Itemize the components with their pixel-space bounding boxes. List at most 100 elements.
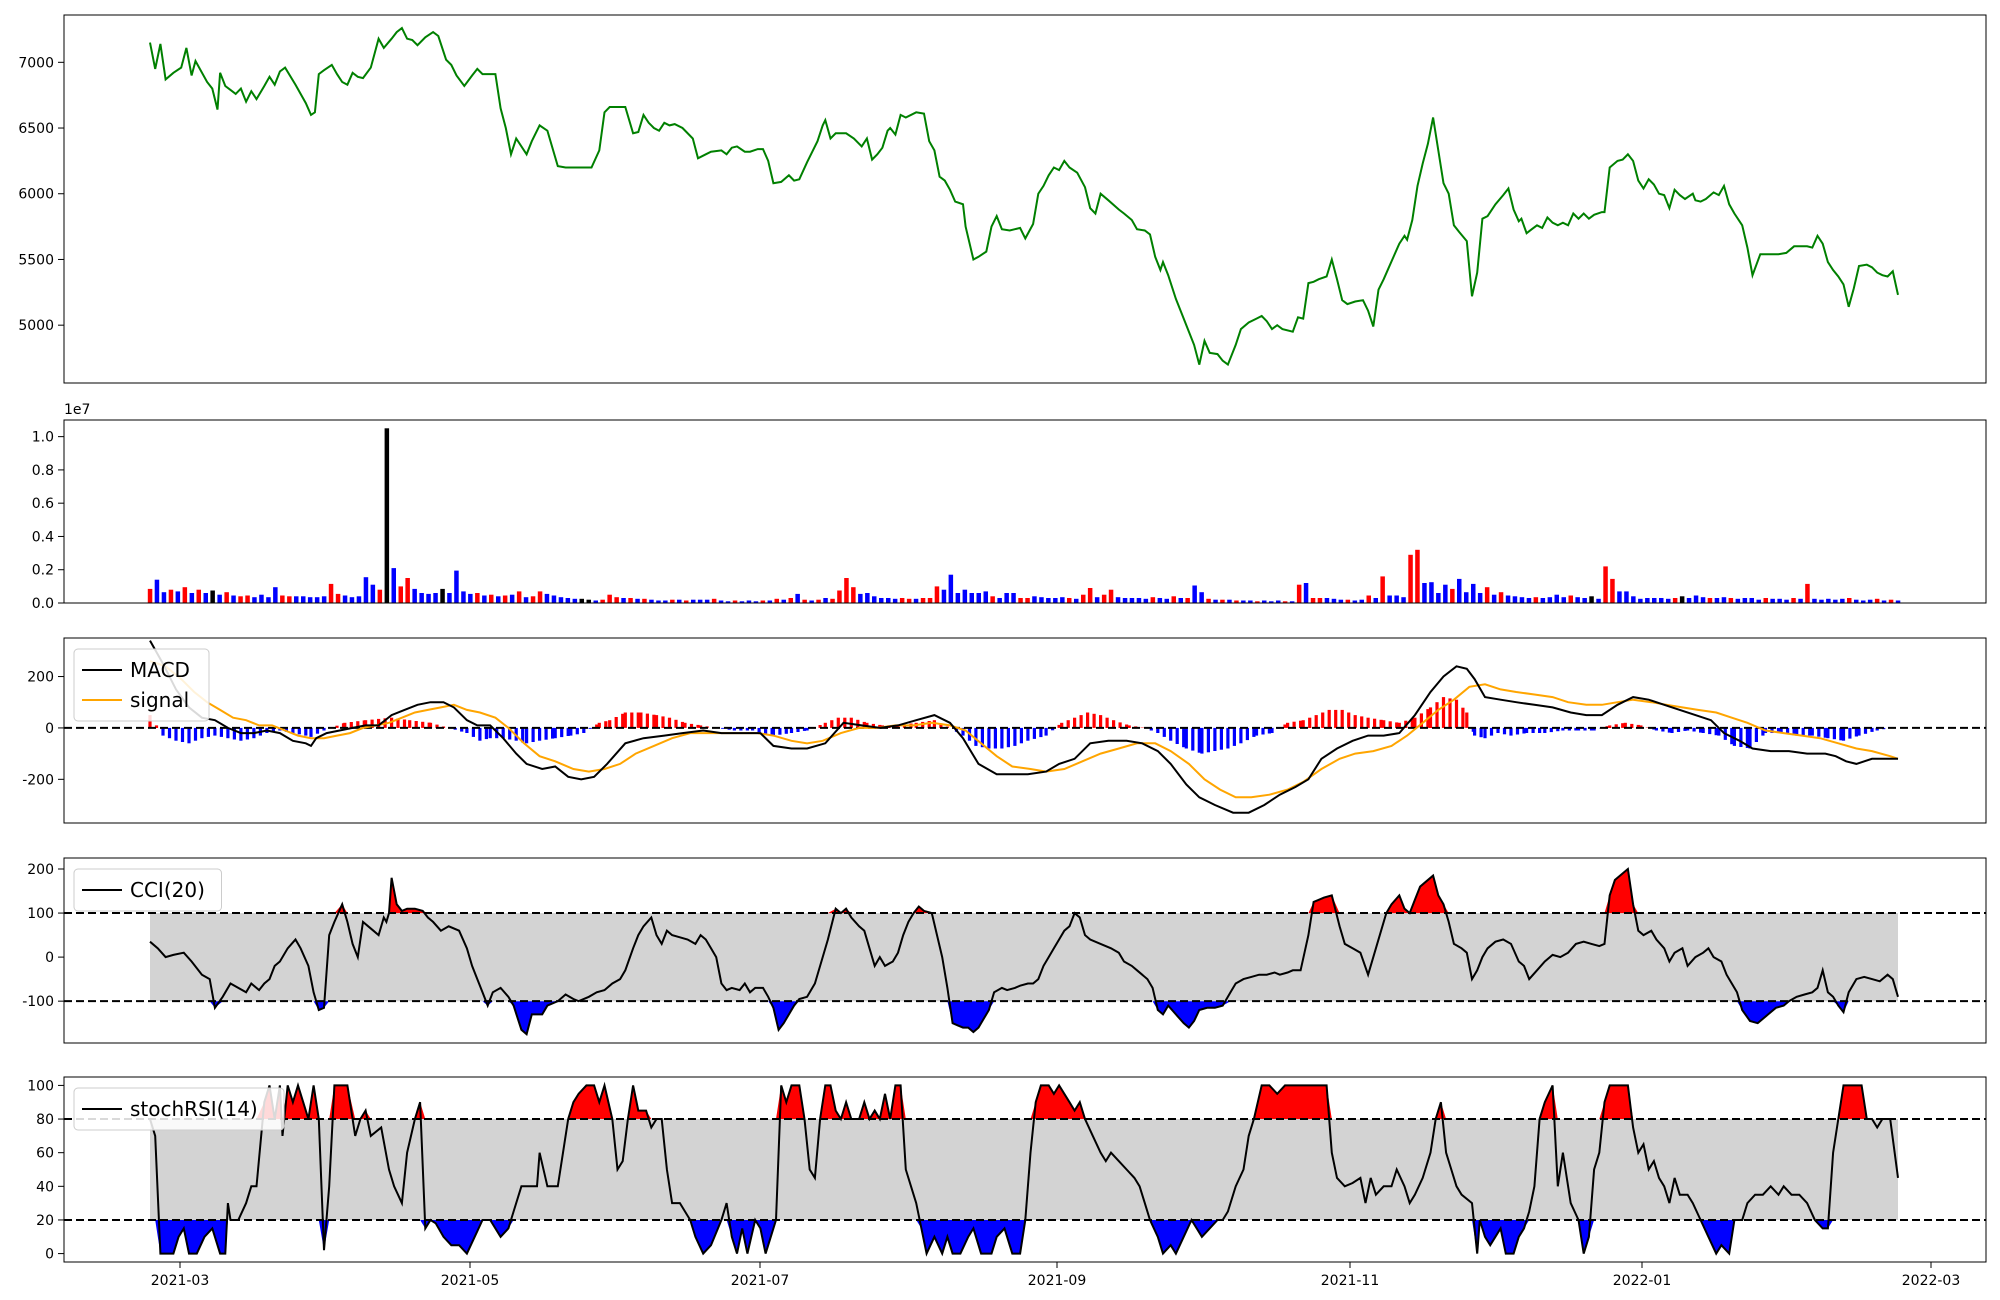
macd-histogram-bar (980, 727, 984, 748)
macd-histogram-bar (1654, 727, 1658, 731)
volume-bar (725, 601, 731, 603)
y-tick-label: 1.0 (32, 430, 54, 446)
macd-histogram-bar (1239, 727, 1243, 744)
volume-bar (1366, 595, 1371, 603)
volume-bar (767, 600, 773, 603)
macd-histogram-bar (1428, 707, 1433, 728)
macd-histogram-bar (896, 725, 900, 728)
macd-histogram-bar (680, 721, 685, 728)
macd-histogram-bar (751, 727, 755, 731)
volume-bar (1241, 600, 1246, 603)
volume-bar (1575, 597, 1580, 603)
macd-histogram-bar (1013, 727, 1017, 746)
volume-bar (1617, 591, 1622, 603)
macd-histogram-bar (1388, 721, 1392, 728)
volume-bar (1819, 599, 1824, 603)
volume-bar (886, 598, 891, 603)
macd-histogram-bar (414, 721, 418, 728)
volume-scale-label: 1e7 (64, 402, 90, 418)
volume-bar (1345, 599, 1351, 603)
macd-histogram-bar (667, 717, 672, 728)
volume-bar (1081, 594, 1086, 603)
macd-histogram-bar (1576, 727, 1581, 731)
macd-histogram-bar (174, 727, 178, 741)
volume-bar (1129, 598, 1135, 603)
volume-bar (879, 598, 884, 603)
volume-bar (1742, 598, 1748, 603)
macd-histogram-bar (315, 727, 320, 734)
macd-histogram-bar (588, 727, 592, 729)
y-tick-label: 7000 (18, 55, 54, 71)
volume-bar (697, 599, 703, 603)
macd-histogram-bar (1714, 727, 1718, 736)
macd-histogram-bar (566, 727, 570, 736)
macd-histogram-bar (1748, 727, 1752, 749)
volume-bar (823, 598, 828, 603)
macd-histogram-bar (1454, 699, 1459, 728)
macd-histogram-bar (1232, 727, 1236, 746)
macd-histogram-bar (1473, 727, 1477, 736)
volume-bar (1700, 597, 1706, 603)
macd-histogram-bar (1261, 727, 1265, 735)
macd-histogram-bar (521, 727, 525, 743)
macd-histogram-bar (1395, 722, 1399, 728)
macd-histogram-bar (871, 723, 875, 728)
macd-histogram-bar (1347, 712, 1351, 728)
macd-histogram-bar (1592, 727, 1596, 731)
volume-bar (1408, 554, 1413, 603)
volume-bar (314, 597, 320, 603)
legend-label: MACD (130, 658, 190, 682)
volume-bar (1728, 598, 1734, 603)
volume-bar (154, 579, 160, 603)
macd-histogram-bar (1057, 724, 1061, 728)
volume-bar (544, 593, 550, 603)
macd-histogram-bar (1099, 715, 1103, 728)
volume-bar (356, 596, 362, 603)
y-tick-label: 0.2 (32, 563, 54, 579)
volume-bar (1805, 583, 1810, 603)
macd-histogram-bar (1360, 716, 1364, 728)
macd-histogram-bar (271, 727, 275, 732)
volume-bar (1108, 589, 1114, 603)
volume-bar (530, 596, 536, 603)
macd-panel-frame (63, 637, 1987, 824)
volume-bar (1763, 598, 1768, 603)
volume-bar (147, 588, 153, 603)
volume-bar (1422, 583, 1427, 603)
volume-bar (656, 600, 661, 603)
macd-histogram-bar (1286, 722, 1290, 728)
y-tick-label: 40 (36, 1179, 54, 1195)
volume-bar (231, 595, 236, 603)
macd-histogram-bar (1125, 724, 1129, 728)
volume-bar (189, 593, 195, 603)
macd-histogram-bar (1739, 727, 1743, 747)
volume-bar (642, 598, 647, 603)
volume-bar (252, 597, 257, 603)
volume-bar (1457, 578, 1462, 603)
volume-bar (1693, 595, 1699, 603)
volume-bar (913, 598, 919, 603)
macd-histogram-bar (154, 725, 159, 728)
volume-bar (391, 568, 396, 603)
volume-bar (482, 595, 487, 603)
macd-histogram-bar (1219, 727, 1223, 750)
macd-histogram-bar (1676, 727, 1681, 732)
volume-bar (1171, 596, 1176, 603)
y-tick-label: 60 (36, 1146, 54, 1162)
volume-bar (266, 597, 271, 603)
volume-bar (649, 599, 654, 603)
macd-histogram-bar (322, 727, 326, 731)
volume-bar (1324, 598, 1330, 603)
volume-bar (1436, 593, 1441, 603)
volume-bar (210, 590, 215, 603)
volume-bar (1812, 598, 1817, 603)
volume-bar (335, 593, 341, 603)
volume-bar (948, 574, 954, 603)
macd-histogram-bar (645, 713, 649, 728)
volume-bar (691, 599, 696, 603)
volume-bar (1220, 599, 1225, 603)
volume-bar (217, 594, 222, 603)
volume-bar (621, 598, 626, 603)
x-tick-label: 2021-03 (151, 1273, 210, 1289)
